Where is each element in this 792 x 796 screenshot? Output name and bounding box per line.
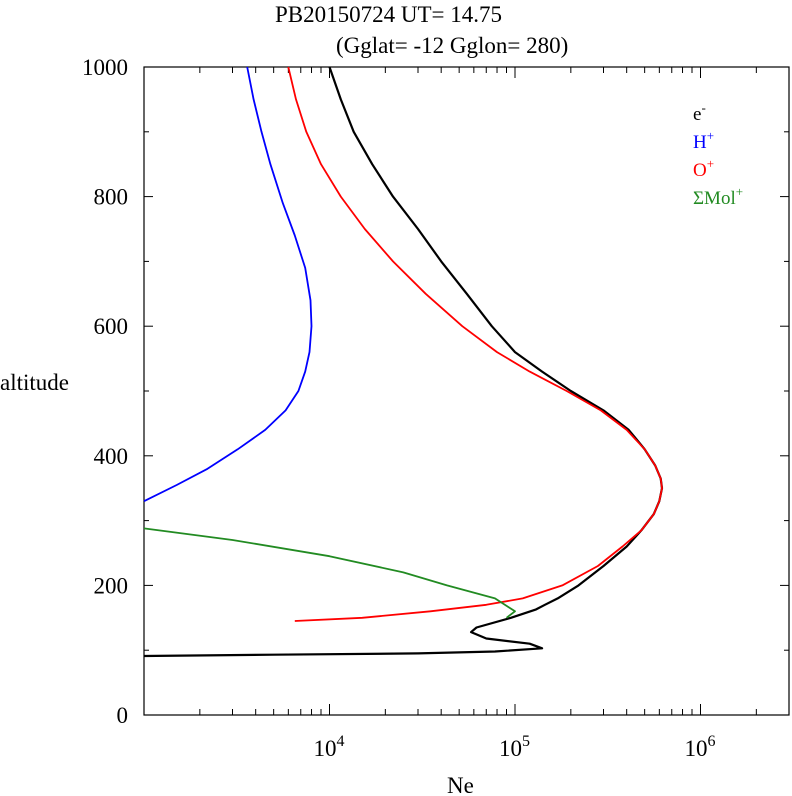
- legend-entry: ΣMol+: [693, 184, 743, 209]
- chart-title: PB20150724 UT= 14.75: [275, 2, 502, 27]
- series-line: [287, 66, 663, 622]
- chart-subtitle: (Gglat= -12 Gglon= 280): [336, 33, 568, 58]
- axis-ticks: [143, 66, 790, 716]
- legend-entry: H+: [693, 128, 714, 153]
- series-layer: [143, 66, 664, 658]
- series-line: [143, 66, 664, 658]
- x-tick-label: 104: [313, 733, 344, 761]
- x-tick-label: 106: [684, 733, 715, 761]
- y-tick-label: 800: [94, 185, 129, 210]
- x-axis-label: Ne: [447, 773, 474, 796]
- series-line: [143, 527, 516, 619]
- y-tick-label: 600: [94, 314, 129, 339]
- x-tick-label: 105: [499, 733, 530, 761]
- y-axis-label: altitude: [0, 370, 69, 395]
- series-line: [143, 66, 313, 503]
- y-tick-label: 400: [94, 444, 129, 469]
- legend-entry: O+: [693, 156, 714, 181]
- y-tick-label: 0: [117, 703, 129, 728]
- x-tick-labels: 104 105 106: [313, 733, 715, 761]
- y-tick-label: 1000: [82, 55, 128, 80]
- legend: e- H+ O+ ΣMol+: [693, 100, 743, 209]
- legend-entry: e-: [693, 100, 706, 125]
- y-tick-label: 200: [94, 573, 129, 598]
- y-tick-labels: 0 200 400 600 800 1000: [82, 55, 128, 728]
